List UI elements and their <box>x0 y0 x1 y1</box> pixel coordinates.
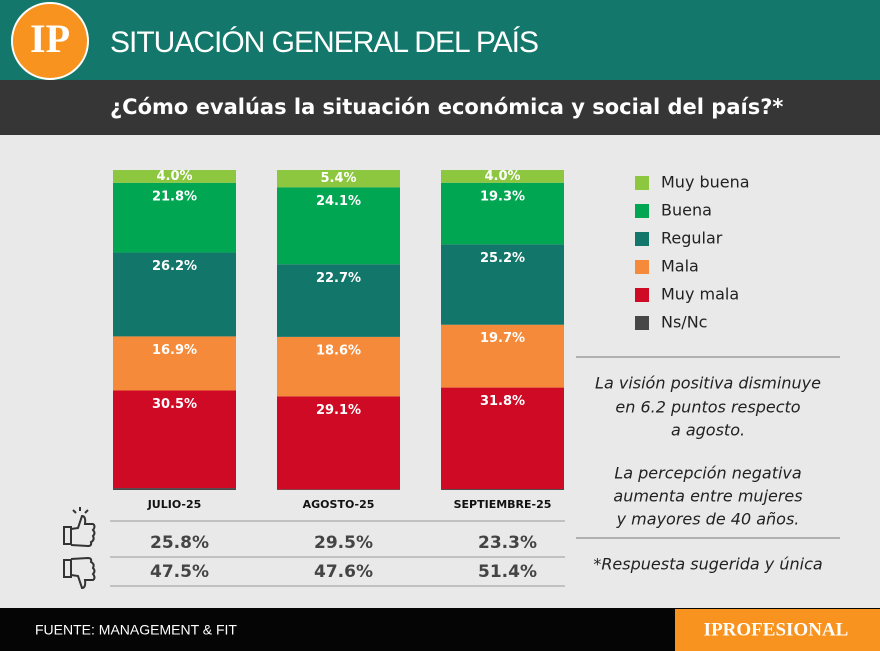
value-label: 16.9% <box>152 343 197 358</box>
bar-segment <box>277 336 400 397</box>
header-bar <box>0 0 880 80</box>
value-label: 19.3% <box>480 189 525 204</box>
positive-value: 29.5% <box>314 533 373 553</box>
bar-segment <box>277 489 400 490</box>
thumbs-up-icon <box>63 507 96 548</box>
bar-segment <box>441 489 564 490</box>
legend-label: Mala <box>661 257 699 276</box>
bar-segment <box>441 387 564 490</box>
legend-label: Muy mala <box>661 285 739 304</box>
legend-swatch <box>635 316 649 330</box>
source: FUENTE: MANAGEMENT & FIT <box>35 622 237 638</box>
legend-swatch <box>635 232 649 246</box>
positive-value: 23.3% <box>478 533 537 553</box>
value-label: 4.0% <box>484 169 520 184</box>
value-label: 31.8% <box>480 394 525 409</box>
note-line: aumenta entre mujeres <box>613 487 802 506</box>
negative-value: 47.5% <box>150 562 209 582</box>
category-label: SEPTIEMBRE-25 <box>454 498 552 511</box>
note-line: La percepción negativa <box>614 464 801 483</box>
value-label: 21.8% <box>152 189 197 204</box>
positive-value: 25.8% <box>150 533 209 553</box>
bar-segment <box>113 170 236 183</box>
note-line: a agosto. <box>671 421 745 440</box>
value-label: 26.2% <box>152 259 197 274</box>
value-label: 19.7% <box>480 331 525 346</box>
legend-label: Buena <box>661 201 712 220</box>
note-line: en 6.2 puntos respecto <box>615 398 800 417</box>
bar-segment <box>113 182 236 253</box>
brand-box <box>675 609 880 651</box>
negative-value: 47.6% <box>314 562 373 582</box>
value-label: 25.2% <box>480 251 525 266</box>
value-label: 18.6% <box>316 343 361 358</box>
legend-label: Muy buena <box>661 173 750 192</box>
value-label: 22.7% <box>316 271 361 286</box>
bar-segment <box>277 170 400 188</box>
legend-label: Ns/Nc <box>661 313 707 332</box>
bar-segment <box>113 488 236 490</box>
subtitle: ¿Cómo evalúas la situación económica y s… <box>110 95 783 119</box>
footnote: *Respuesta sugerida y única <box>593 555 822 574</box>
bar-segment <box>277 396 400 490</box>
bar-segment <box>441 182 564 245</box>
logo-circle <box>11 2 89 80</box>
brand: IPROFESIONAL <box>704 619 849 640</box>
value-label: 4.0% <box>156 169 192 184</box>
bar-segment <box>277 264 400 337</box>
note-line: La visión positiva disminuye <box>595 374 821 393</box>
value-label: 30.5% <box>152 397 197 412</box>
thumbs-down-icon <box>63 556 96 590</box>
bar-segment <box>441 170 564 183</box>
value-label: 5.4% <box>320 171 356 186</box>
category-label: AGOSTO-25 <box>303 498 375 511</box>
category-label: JULIO-25 <box>147 498 202 511</box>
subtitle-bar <box>0 80 880 135</box>
bar-segment <box>441 244 564 325</box>
logo: IP <box>30 16 70 61</box>
legend-swatch <box>635 260 649 274</box>
bar-segment <box>113 336 236 391</box>
bar-segment <box>441 324 564 388</box>
title: SITUACIÓN GENERAL DEL PAÍS <box>110 26 538 59</box>
legend-label: Regular <box>661 229 723 248</box>
legend-swatch <box>635 288 649 302</box>
note-line: y mayores de 40 años. <box>616 510 800 529</box>
value-label: 24.1% <box>316 194 361 209</box>
bar-segment <box>113 252 236 337</box>
value-label: 29.1% <box>316 403 361 418</box>
bar-segment <box>113 390 236 489</box>
bar-segment <box>277 187 400 265</box>
legend-swatch <box>635 176 649 190</box>
negative-value: 51.4% <box>478 562 537 582</box>
legend-swatch <box>635 204 649 218</box>
